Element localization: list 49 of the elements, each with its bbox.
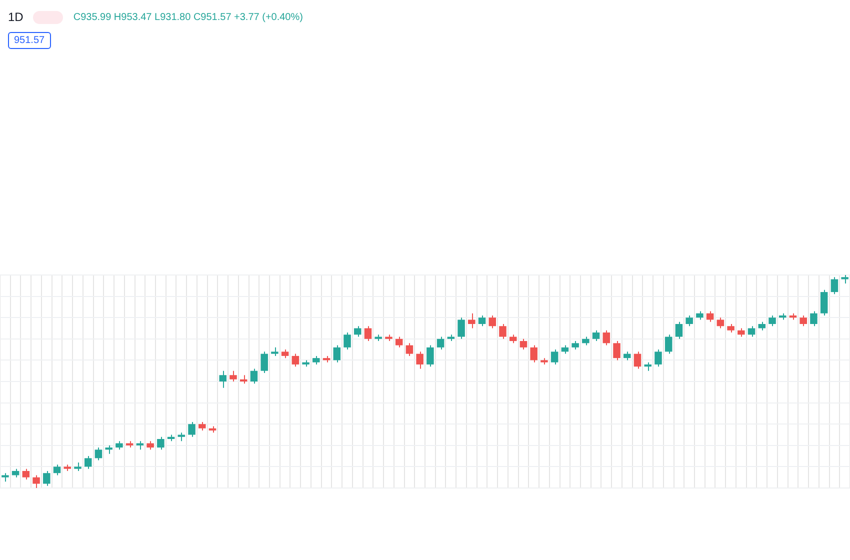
candlestick <box>716 317 724 329</box>
candlestick <box>810 310 818 327</box>
candlestick <box>436 336 444 350</box>
candlestick <box>406 342 414 356</box>
candlestick <box>354 326 362 338</box>
candlestick <box>550 349 558 365</box>
candlestick <box>292 353 300 368</box>
candlestick <box>654 349 662 368</box>
candlestick <box>592 330 600 342</box>
candlestick <box>468 312 476 329</box>
candlestick <box>820 289 828 316</box>
candlestick <box>488 314 496 329</box>
candlestick <box>416 351 424 370</box>
candlestick <box>602 330 610 346</box>
candlestick <box>768 314 776 327</box>
candlestick <box>613 340 620 361</box>
candlestick <box>478 314 486 327</box>
candlestick <box>499 323 506 340</box>
candlestick <box>230 370 237 382</box>
candlestick <box>344 332 351 350</box>
candlestick <box>520 338 528 350</box>
candlestick <box>675 321 683 340</box>
candlestick <box>664 334 672 354</box>
candlestick <box>219 370 226 388</box>
candlestick <box>426 344 434 368</box>
candlestick <box>458 317 465 340</box>
candlestick <box>260 351 268 374</box>
text: 951.57 <box>8 32 51 49</box>
candlestick <box>530 344 538 363</box>
candlestick <box>748 326 756 338</box>
candlestick <box>364 326 372 342</box>
candlestick <box>250 368 258 384</box>
chart-title: 1D <box>8 10 24 24</box>
candlestick <box>43 470 50 486</box>
candlestick <box>706 310 714 322</box>
candlestick <box>333 344 341 363</box>
candlestick <box>157 436 164 450</box>
text: C935.99 H953.47 L931.80 C951.57 +3.77 (+0.40%) <box>73 12 303 22</box>
candlestick <box>84 456 92 470</box>
candlestick <box>32 474 40 488</box>
candlestick <box>395 336 403 348</box>
candlestick <box>634 351 642 370</box>
candlestick <box>188 421 196 438</box>
candlestick <box>686 314 693 327</box>
candlestick <box>22 468 30 480</box>
candlestick <box>830 276 838 295</box>
candlestick <box>53 464 61 476</box>
candlestick <box>94 447 102 461</box>
candlestick <box>800 314 807 327</box>
